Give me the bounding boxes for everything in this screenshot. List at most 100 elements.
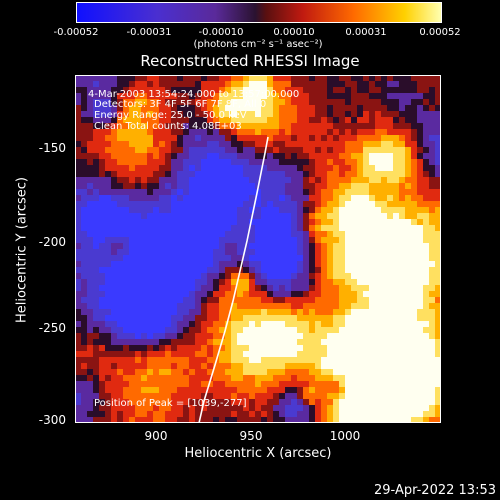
heatmap-cell — [159, 87, 165, 93]
heatmap-cell — [297, 357, 303, 363]
heatmap-cell — [171, 171, 177, 177]
heatmap-cell — [111, 417, 117, 423]
heatmap-cell — [327, 411, 333, 417]
heatmap-cell — [411, 261, 417, 267]
heatmap-cell — [309, 117, 315, 123]
heatmap-cell — [99, 321, 105, 327]
heatmap-cell — [147, 87, 153, 93]
heatmap-cell — [219, 225, 225, 231]
heatmap-cell — [81, 351, 87, 357]
heatmap-cell — [243, 291, 249, 297]
heatmap-cell — [315, 315, 321, 321]
heatmap-cell — [183, 303, 189, 309]
heatmap-cell — [303, 237, 309, 243]
heatmap-cell — [261, 111, 267, 117]
heatmap-cell — [339, 225, 345, 231]
heatmap-cell — [417, 267, 423, 273]
heatmap-cell — [213, 237, 219, 243]
heatmap-cell — [399, 291, 405, 297]
heatmap-cell — [195, 123, 201, 129]
heatmap-cell — [153, 255, 159, 261]
heatmap-cell — [87, 369, 93, 375]
heatmap-cell — [213, 213, 219, 219]
heatmap-cell — [135, 333, 141, 339]
heatmap-cell — [363, 387, 369, 393]
heatmap-cell — [231, 117, 237, 123]
heatmap-cell — [87, 225, 93, 231]
heatmap-cell — [255, 141, 261, 147]
heatmap-cell — [177, 225, 183, 231]
heatmap-cell — [111, 141, 117, 147]
heatmap-cell — [375, 135, 381, 141]
heatmap-cell — [267, 123, 273, 129]
heatmap-cell — [315, 129, 321, 135]
heatmap-cell — [255, 75, 261, 81]
heatmap-cell — [147, 81, 153, 87]
y-axis-label: Heliocentric Y (arcsec) — [14, 177, 30, 323]
heatmap-cell — [405, 177, 411, 183]
heatmap-cell — [297, 141, 303, 147]
heatmap-cell — [201, 357, 207, 363]
heatmap-cell — [177, 75, 183, 81]
heatmap-cell — [381, 237, 387, 243]
heatmap-cell — [345, 105, 351, 111]
heatmap-cell — [435, 363, 441, 369]
heatmap-cell — [297, 267, 303, 273]
heatmap-cell — [321, 357, 327, 363]
heatmap-cell — [381, 381, 387, 387]
heatmap-cell — [303, 207, 309, 213]
heatmap-cell — [231, 189, 237, 195]
heatmap-cell — [297, 279, 303, 285]
heatmap-cell — [291, 87, 297, 93]
heatmap-cell — [279, 339, 285, 345]
heatmap-cell — [285, 111, 291, 117]
heatmap-cell — [309, 237, 315, 243]
heatmap-cell — [219, 417, 225, 423]
heatmap-cell — [363, 75, 369, 81]
heatmap-cell — [345, 333, 351, 339]
heatmap-cell — [267, 237, 273, 243]
heatmap-cell — [105, 345, 111, 351]
heatmap-cell — [129, 249, 135, 255]
heatmap-cell — [375, 369, 381, 375]
heatmap-cell — [213, 147, 219, 153]
heatmap-cell — [177, 309, 183, 315]
heatmap-cell — [315, 351, 321, 357]
heatmap-cell — [261, 303, 267, 309]
heatmap-cell — [381, 339, 387, 345]
heatmap-cell — [249, 375, 255, 381]
heatmap-cell — [339, 321, 345, 327]
heatmap-cell — [333, 183, 339, 189]
heatmap-cell — [429, 225, 435, 231]
heatmap-cell — [147, 117, 153, 123]
heatmap-cell — [75, 111, 81, 117]
heatmap-cell — [123, 243, 129, 249]
heatmap-cell — [303, 279, 309, 285]
heatmap-cell — [321, 87, 327, 93]
heatmap-cell — [309, 405, 315, 411]
heatmap-cell — [417, 339, 423, 345]
heatmap-cell — [231, 315, 237, 321]
heatmap-cell — [315, 75, 321, 81]
heatmap-cell — [159, 147, 165, 153]
heatmap-cell — [339, 405, 345, 411]
heatmap-cell — [141, 267, 147, 273]
heatmap-cell — [237, 75, 243, 81]
heatmap-cell — [321, 213, 327, 219]
heatmap-cell — [135, 393, 141, 399]
heatmap-cell — [171, 291, 177, 297]
heatmap-cell — [93, 369, 99, 375]
heatmap-cell — [129, 123, 135, 129]
heatmap-cell — [183, 75, 189, 81]
heatmap-cell — [351, 111, 357, 117]
heatmap-cell — [387, 93, 393, 99]
heatmap-cell — [333, 117, 339, 123]
heatmap-canvas — [75, 75, 441, 423]
heatmap-cell — [309, 219, 315, 225]
heatmap-cell — [225, 81, 231, 87]
heatmap-cell — [327, 333, 333, 339]
heatmap-cell — [141, 357, 147, 363]
heatmap-cell — [75, 405, 81, 411]
heatmap-cell — [357, 81, 363, 87]
heatmap-cell — [171, 141, 177, 147]
